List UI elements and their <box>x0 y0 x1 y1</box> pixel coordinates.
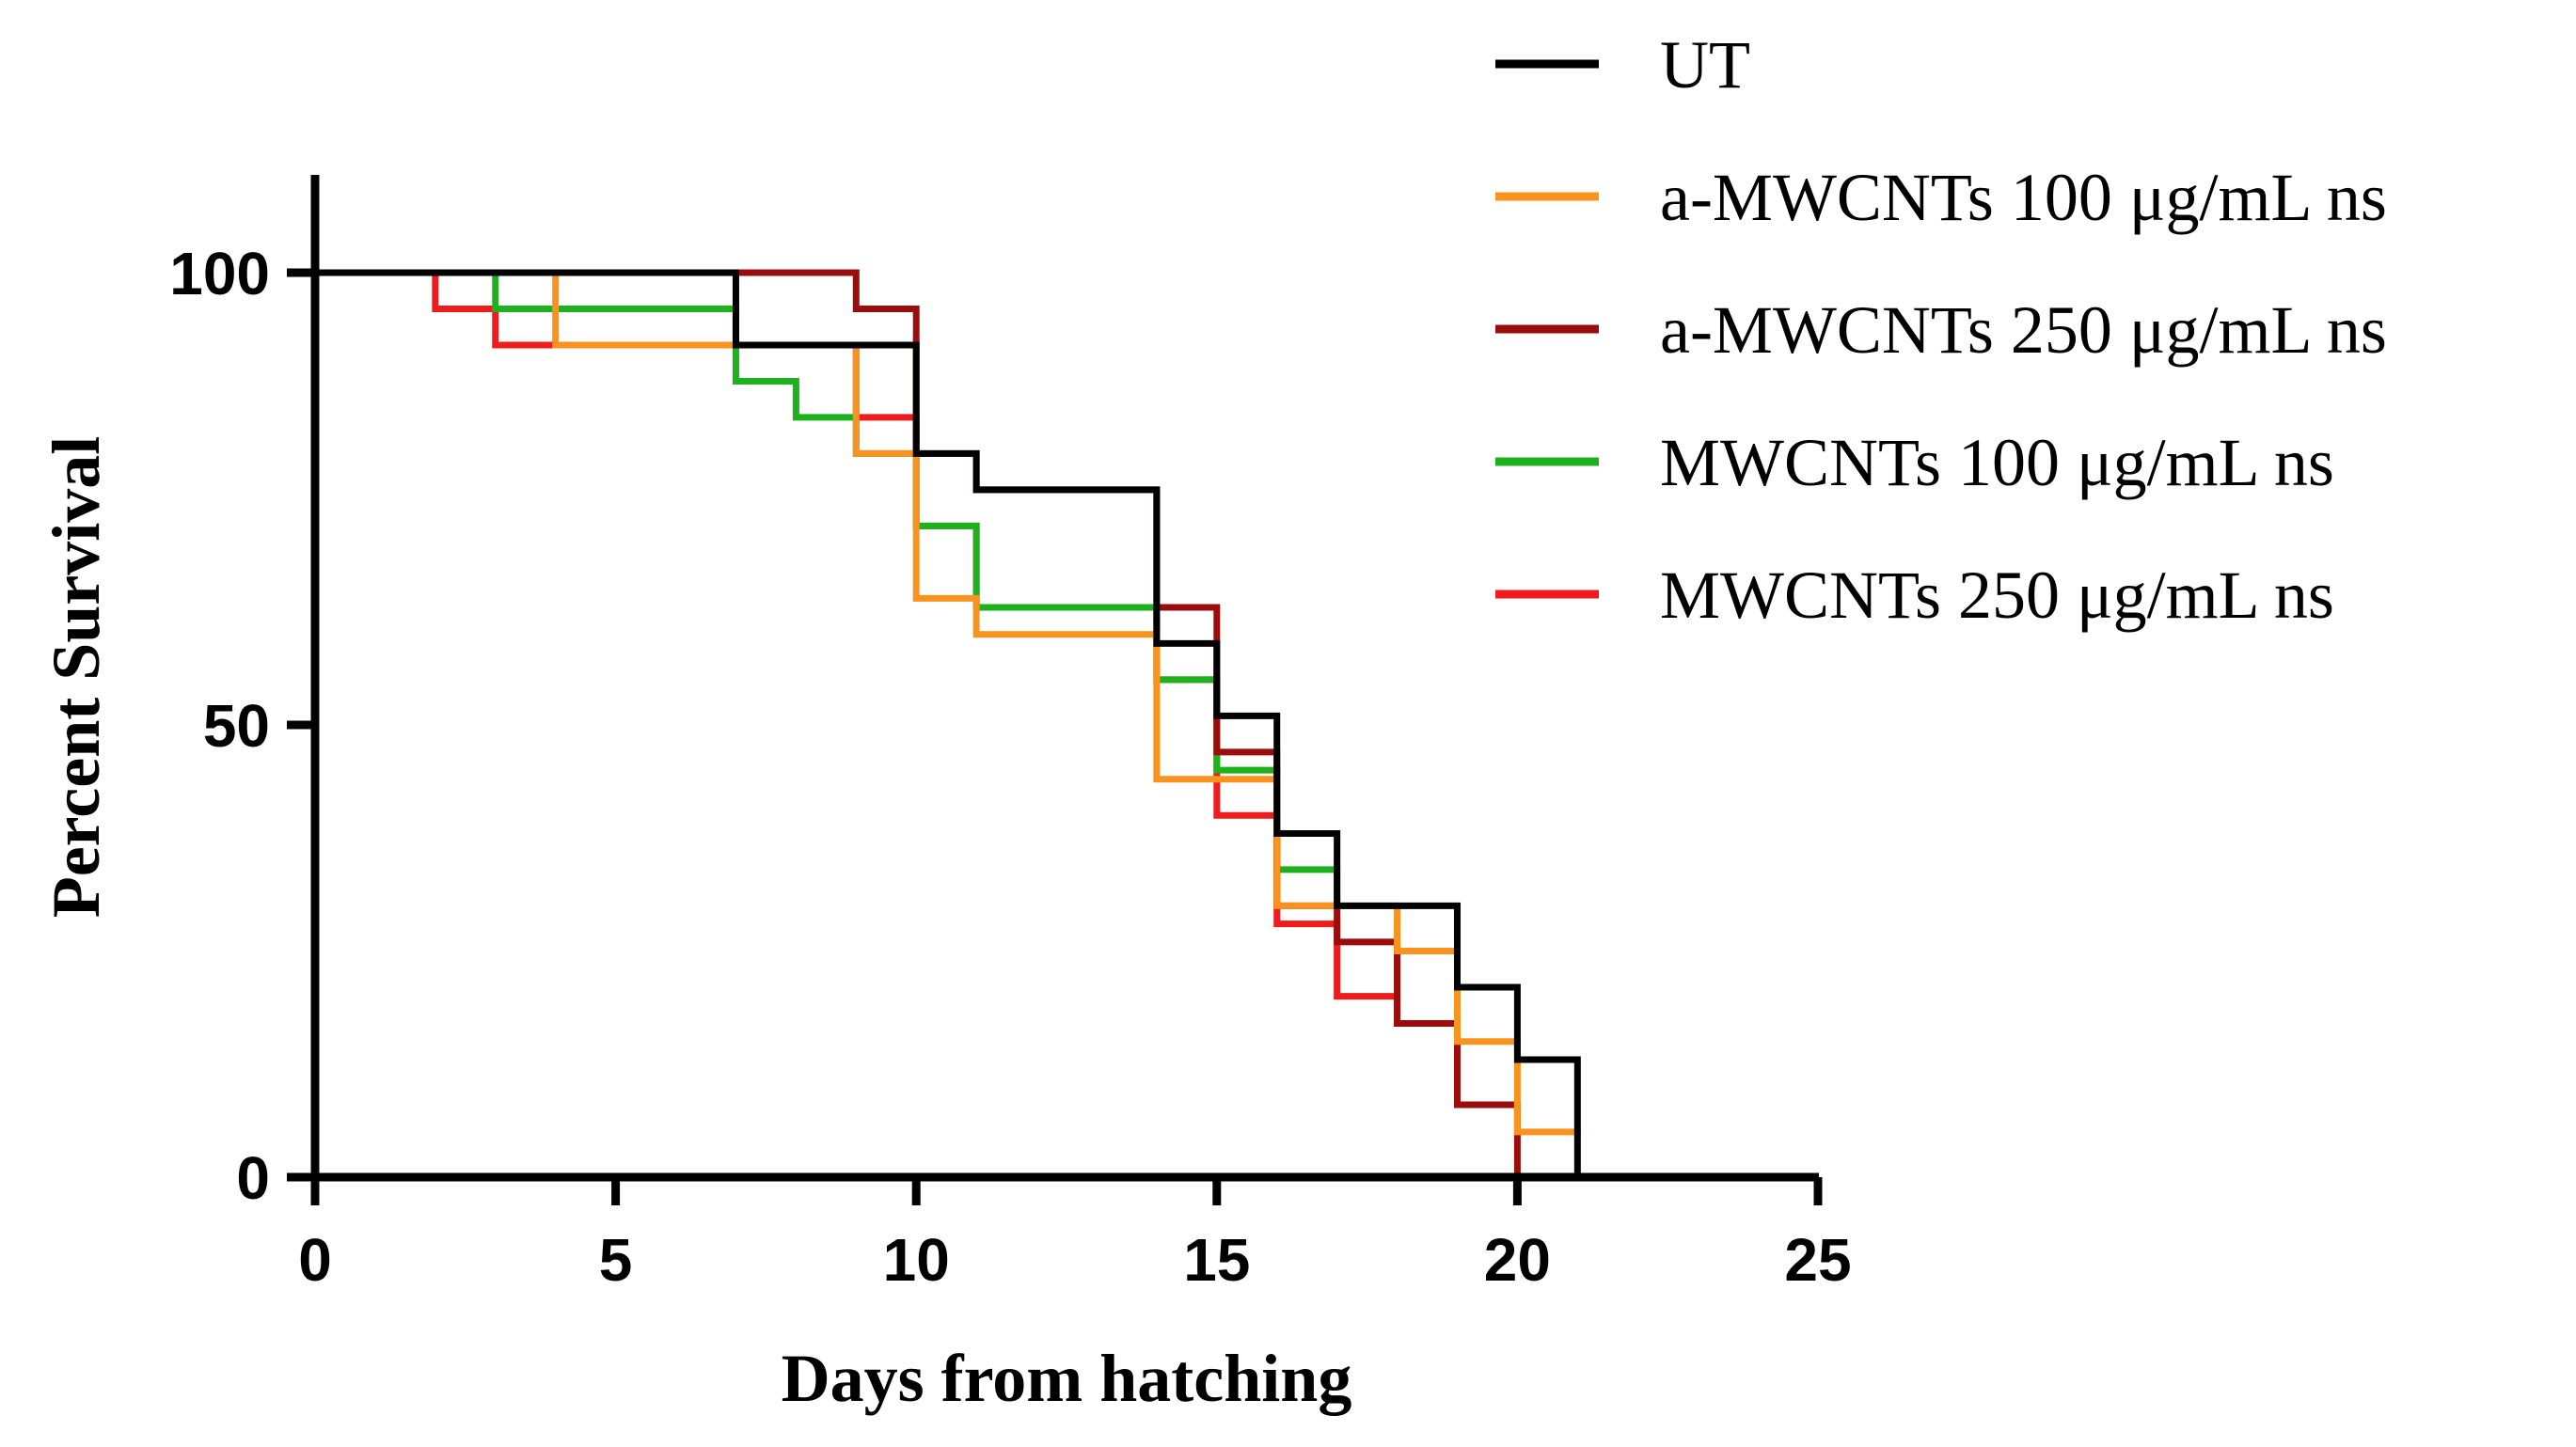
x-tick-label-2: 10 <box>883 1226 950 1294</box>
legend: UT a-MWCNTs 100 μg/mL ns a-MWCNTs 250 μg/m… <box>1495 27 2387 633</box>
series-layer <box>311 269 1581 1181</box>
x-tick-label-4: 20 <box>1484 1226 1551 1294</box>
y-tick-label-2: 100 <box>169 240 270 307</box>
legend-label-0: UT <box>1660 27 1750 102</box>
series-line-3 <box>311 269 1341 909</box>
series-line-1 <box>311 269 1581 1136</box>
ticks: 0 5 10 15 20 25 0 50 100 <box>169 240 1851 1294</box>
x-tick-label-0: 0 <box>298 1226 332 1294</box>
y-tick-label-0: 0 <box>236 1144 270 1212</box>
series-line-0 <box>311 269 1581 1181</box>
axes <box>310 175 1819 1182</box>
x-axis-title: Days from hatching <box>782 1341 1352 1416</box>
legend-label-2: a-MWCNTs 250 μg/mL ns <box>1660 292 2387 368</box>
y-axis-title: Percent Survival <box>39 436 114 919</box>
x-tick-label-1: 5 <box>599 1226 633 1294</box>
legend-label-4: MWCNTs 250 μg/mL ns <box>1660 558 2334 633</box>
y-tick-label-1: 50 <box>203 692 270 760</box>
legend-label-3: MWCNTs 100 μg/mL ns <box>1660 425 2334 500</box>
legend-label-1: a-MWCNTs 100 μg/mL ns <box>1660 160 2387 235</box>
x-tick-label-3: 15 <box>1183 1226 1250 1294</box>
x-tick-label-5: 25 <box>1784 1226 1851 1294</box>
